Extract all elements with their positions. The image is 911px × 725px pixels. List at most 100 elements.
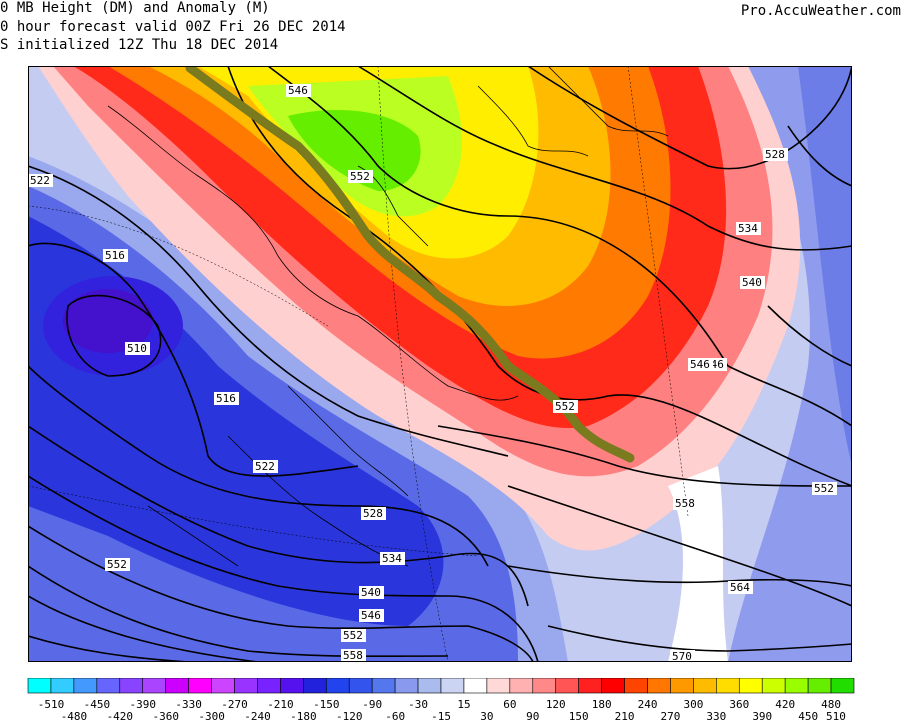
legend-value-label: -180 bbox=[290, 710, 317, 723]
legend-value-label: 30 bbox=[480, 710, 493, 723]
legend-swatch bbox=[27, 678, 52, 694]
contour-label: 552 bbox=[812, 482, 837, 495]
legend-value-label: -150 bbox=[313, 698, 340, 711]
legend-value-label: -450 bbox=[84, 698, 111, 711]
legend-value-label: -15 bbox=[431, 710, 451, 723]
credit-text: Pro.AccuWeather.com bbox=[740, 3, 901, 19]
svg-text:522: 522 bbox=[255, 460, 275, 473]
legend-labels: -510-480-450-420-390-360-330-300-270-240… bbox=[38, 698, 846, 723]
contour-label: 522 bbox=[253, 460, 278, 473]
contour-label: 528 bbox=[763, 148, 788, 161]
legend-value-label: 390 bbox=[752, 710, 772, 723]
contour-label: 564 bbox=[728, 581, 753, 594]
svg-text:516: 516 bbox=[105, 249, 125, 262]
header-line-1: 0 MB Height (DM) and Anomaly (M) bbox=[0, 0, 270, 16]
height-contours bbox=[28, 66, 852, 662]
legend-swatch bbox=[670, 678, 694, 694]
contour-label: 516 bbox=[214, 392, 239, 405]
svg-text:558: 558 bbox=[675, 497, 695, 510]
legend-value-label: 120 bbox=[546, 698, 566, 711]
svg-text:552: 552 bbox=[107, 558, 127, 571]
contour-label: 528 bbox=[361, 507, 386, 520]
legend-swatch bbox=[165, 678, 189, 694]
legend-value-label: -30 bbox=[408, 698, 428, 711]
contour-label: 546 bbox=[286, 84, 311, 97]
legend-swatch bbox=[761, 678, 786, 694]
svg-text:564: 564 bbox=[730, 581, 750, 594]
contour-label: 552 bbox=[341, 629, 366, 642]
header-line-3: S initialized 12Z Thu 18 DEC 2014 bbox=[0, 37, 279, 53]
legend-value-label: 150 bbox=[569, 710, 589, 723]
legend-value-label: 90 bbox=[526, 710, 539, 723]
legend-swatch bbox=[716, 678, 740, 694]
legend-swatch bbox=[96, 678, 121, 694]
svg-text:546: 546 bbox=[690, 358, 710, 371]
legend-swatches bbox=[27, 678, 855, 694]
legend-value-label: -300 bbox=[198, 710, 225, 723]
svg-text:546: 546 bbox=[288, 84, 308, 97]
legend-swatch bbox=[578, 678, 602, 694]
legend-swatch bbox=[463, 678, 488, 694]
legend-swatch bbox=[624, 678, 648, 694]
legend-value-label: 270 bbox=[661, 710, 681, 723]
right-negative-anomaly-inner bbox=[798, 66, 852, 466]
legend-swatch bbox=[555, 678, 579, 694]
legend-swatch bbox=[509, 678, 534, 694]
legend-swatch bbox=[234, 678, 258, 694]
contour-label: 510 bbox=[125, 342, 150, 355]
legend-swatch bbox=[784, 678, 809, 694]
svg-text:516: 516 bbox=[216, 392, 236, 405]
legend-swatch bbox=[693, 678, 717, 694]
contour-label: 546 bbox=[359, 609, 384, 622]
legend-swatch bbox=[647, 678, 671, 694]
contour-label: 558 bbox=[341, 649, 366, 662]
legend-value-label: -480 bbox=[61, 710, 88, 723]
contour-label: 522 bbox=[28, 174, 53, 187]
legend-value-label: 360 bbox=[729, 698, 749, 711]
ridge-axis-line bbox=[185, 66, 635, 463]
svg-text:552: 552 bbox=[814, 482, 834, 495]
legend-swatch bbox=[532, 678, 557, 694]
legend-value-label: -90 bbox=[362, 698, 382, 711]
svg-text:534: 534 bbox=[382, 552, 402, 565]
contour-label: 546 bbox=[688, 358, 713, 371]
legend-swatch bbox=[142, 678, 166, 694]
contour-label: 540 bbox=[359, 586, 384, 599]
legend-swatch bbox=[738, 678, 763, 694]
legend-swatch bbox=[394, 678, 419, 694]
legend-value-label: 180 bbox=[592, 698, 612, 711]
svg-text:552: 552 bbox=[343, 629, 363, 642]
legend-swatch bbox=[188, 678, 212, 694]
grid-lines bbox=[28, 66, 689, 662]
legend-swatch bbox=[303, 678, 327, 694]
contour-label: 558 bbox=[673, 497, 698, 510]
legend-swatch bbox=[486, 678, 511, 694]
legend-value-label: -390 bbox=[130, 698, 157, 711]
legend-swatch bbox=[440, 678, 465, 694]
contour-label: 552 bbox=[553, 400, 578, 413]
anomaly-legend: -510-480-450-420-390-360-330-300-270-240… bbox=[27, 678, 855, 723]
svg-text:540: 540 bbox=[742, 276, 762, 289]
svg-text:558: 558 bbox=[343, 649, 363, 662]
map-frame bbox=[28, 66, 852, 662]
legend-value-label: -60 bbox=[385, 710, 405, 723]
svg-text:528: 528 bbox=[363, 507, 383, 520]
neutral-anomaly-zone bbox=[668, 466, 728, 662]
svg-text:552: 552 bbox=[555, 400, 575, 413]
legend-swatch bbox=[417, 678, 442, 694]
legend-value-label: 330 bbox=[706, 710, 726, 723]
legend-swatch bbox=[807, 678, 832, 694]
legend-value-label: 60 bbox=[503, 698, 516, 711]
legend-value-label: 510 bbox=[826, 710, 846, 723]
legend-value-label: 300 bbox=[683, 698, 703, 711]
legend-value-label: 210 bbox=[615, 710, 635, 723]
legend-swatch bbox=[371, 678, 396, 694]
legend-value-label: 420 bbox=[775, 698, 795, 711]
contour-labels: 546 552 522 516 510 516 522 528 534 540 546 552 558 5… bbox=[28, 84, 837, 662]
legend-swatch bbox=[601, 678, 625, 694]
legend-value-label: -330 bbox=[175, 698, 202, 711]
contour-label: 570 bbox=[670, 650, 695, 662]
legend-value-label: -270 bbox=[221, 698, 248, 711]
contour-label: 540 bbox=[740, 276, 765, 289]
legend-value-label: 15 bbox=[457, 698, 470, 711]
